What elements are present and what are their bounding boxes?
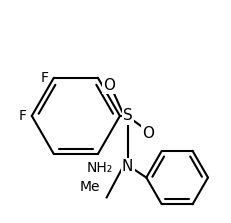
Text: F: F (40, 71, 48, 85)
Text: NH₂: NH₂ (87, 161, 113, 175)
Text: O: O (143, 126, 155, 141)
Text: S: S (123, 108, 133, 123)
Text: N: N (122, 159, 133, 174)
Text: O: O (103, 78, 115, 93)
Text: Me: Me (80, 180, 100, 194)
Text: F: F (18, 109, 26, 123)
